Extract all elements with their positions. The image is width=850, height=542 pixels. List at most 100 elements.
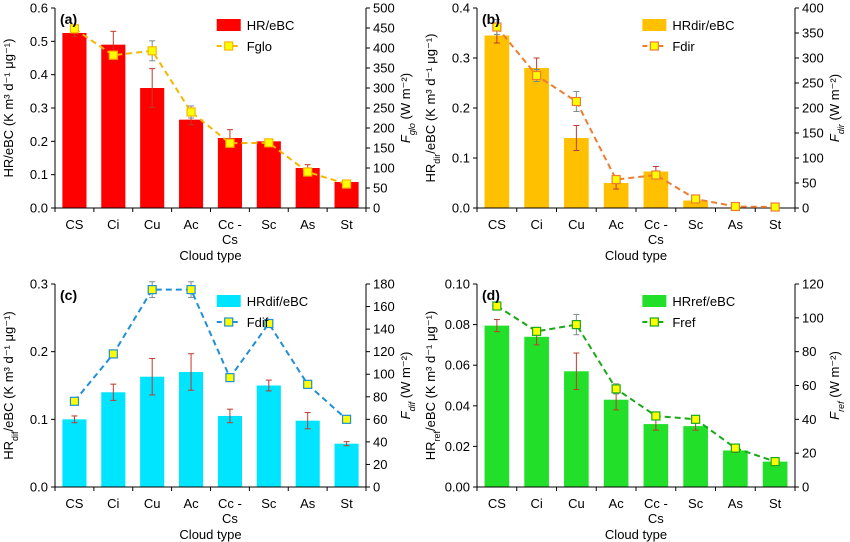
panel-label: (d): [482, 287, 500, 303]
x-tick-label: Ci: [107, 217, 119, 232]
y2-tick-label: 300: [373, 81, 395, 96]
chart-panel: 0.0 0.1 0.2 0.3 0 20 40 60 80 100 120 140 160 180 CS Ci…: [1, 277, 417, 542]
y2-axis-label: Fref (W m⁻²): [827, 351, 846, 420]
legend-swatch-bar: [642, 295, 667, 307]
y2-tick-label: 450: [373, 21, 395, 36]
bar: [484, 35, 510, 208]
y2-tick-label: 400: [802, 1, 824, 16]
y-axis-label: HRref/eBC (K m³ d⁻¹ μg⁻¹): [423, 311, 442, 460]
x-tick-label: St: [340, 217, 353, 232]
x-tick-label: CS: [65, 496, 83, 511]
svg-text:Fglo (W m⁻²): Fglo (W m⁻²): [398, 73, 417, 143]
y-tick-label: 0.06: [445, 358, 470, 373]
y2-tick-label: 20: [373, 457, 387, 472]
y2-tick-label: 40: [802, 412, 816, 427]
x-axis-label: Cloud type: [179, 248, 241, 263]
x-axis-label: Cloud type: [605, 248, 667, 263]
y2-tick-label: 0: [373, 480, 380, 495]
y2-tick-label: 150: [802, 126, 824, 141]
bar: [101, 392, 126, 487]
x-tick-label: Ac: [609, 496, 625, 511]
legend-label: Fglo: [247, 39, 272, 54]
svg-text:HRref/eBC (K m³ d⁻¹ μg⁻¹): HRref/eBC (K m³ d⁻¹ μg⁻¹): [423, 311, 442, 460]
x-tick-label: Ci: [530, 496, 542, 511]
x-tick-label: Cc -: [644, 496, 668, 511]
series-line: [496, 26, 776, 208]
chart-panel: 0.00 0.02 0.04 0.06 0.08 0.10 0 20 40 60 80 100 120 C…: [423, 277, 846, 542]
x-tick-label: Sc: [688, 496, 704, 511]
legend-label: HRdir/eBC: [672, 18, 734, 33]
line-marker: [264, 138, 274, 148]
y2-tick-label: 140: [373, 322, 395, 337]
svg-text:HRdir/eBC (K m³ d⁻¹ μg⁻¹): HRdir/eBC (K m³ d⁻¹ μg⁻¹): [423, 34, 442, 183]
svg-text:Fdir (W m⁻²): Fdir (W m⁻²): [827, 74, 846, 142]
line-marker: [730, 201, 740, 212]
line-marker: [730, 443, 740, 453]
bar: [256, 385, 281, 487]
y2-axis-label: Fglo (W m⁻²): [398, 73, 417, 143]
bar: [62, 33, 87, 208]
line-marker: [186, 107, 196, 117]
line-marker: [770, 202, 780, 212]
x-tick-label: Cs: [648, 232, 664, 247]
line-marker: [770, 457, 780, 467]
y2-tick-label: 350: [802, 26, 824, 41]
y2-axis-label: Fdif (W m⁻²): [398, 352, 417, 420]
x-axis-label: Cloud type: [605, 527, 667, 542]
y2-tick-label: 60: [373, 412, 387, 427]
legend-label: Fref: [672, 315, 696, 330]
bar: [334, 443, 359, 487]
y2-tick-label: 60: [802, 378, 816, 393]
x-tick-label: As: [300, 496, 316, 511]
bar: [683, 426, 708, 487]
bar: [683, 200, 708, 208]
legend-swatch-marker: [224, 41, 234, 51]
x-tick-label: St: [340, 496, 353, 511]
svg-text:HRdif/eBC (K m³ d⁻¹ μg⁻¹): HRdif/eBC (K m³ d⁻¹ μg⁻¹): [1, 311, 20, 459]
bar: [179, 119, 204, 208]
x-tick-label: Sc: [261, 496, 277, 511]
x-tick-label: Cc -: [218, 217, 242, 232]
line-marker: [651, 411, 661, 421]
y2-tick-label: 0: [802, 480, 809, 495]
y-tick-label: 0.5: [30, 34, 48, 49]
line-marker: [492, 301, 502, 311]
legend-label: Fdif: [247, 315, 269, 330]
y2-tick-label: 150: [373, 141, 395, 156]
y-tick-label: 0.3: [30, 277, 48, 292]
bar: [295, 420, 320, 487]
x-tick-label: Sc: [261, 217, 277, 232]
line-marker: [492, 22, 502, 32]
legend-swatch-bar: [642, 19, 667, 31]
x-tick-label: Sc: [688, 217, 704, 232]
svg-text:Fdif (W m⁻²): Fdif (W m⁻²): [398, 352, 417, 420]
line-marker: [651, 170, 661, 180]
series-line: [73, 27, 347, 185]
line-marker: [611, 174, 621, 185]
series-line: [73, 288, 348, 421]
y2-tick-label: 0: [373, 201, 380, 216]
y-tick-label: 0.4: [452, 1, 470, 16]
line-marker: [108, 349, 118, 359]
y2-tick-label: 120: [373, 344, 395, 359]
y2-tick-label: 160: [373, 299, 395, 314]
bar: [643, 424, 669, 487]
y2-tick-label: 350: [373, 61, 395, 76]
panel-label: (c): [60, 287, 77, 303]
bar: [256, 141, 281, 208]
x-tick-label: Cu: [568, 496, 585, 511]
y-tick-label: 0.2: [30, 344, 48, 359]
line-marker: [264, 318, 274, 329]
x-tick-label: Cu: [144, 217, 161, 232]
line-marker: [303, 379, 313, 389]
line-marker: [225, 373, 235, 383]
x-tick-label: As: [300, 217, 316, 232]
legend-swatch-bar: [216, 19, 241, 31]
chart-panel: 0.0 0.1 0.2 0.3 0.4 0.5 0.6 0 50 100 150 200 250 300 3…: [1, 1, 417, 264]
bar: [217, 138, 242, 208]
bar: [524, 336, 549, 487]
line-marker: [108, 50, 118, 60]
line-marker: [691, 414, 701, 424]
y-tick-label: 0.0: [30, 201, 48, 216]
